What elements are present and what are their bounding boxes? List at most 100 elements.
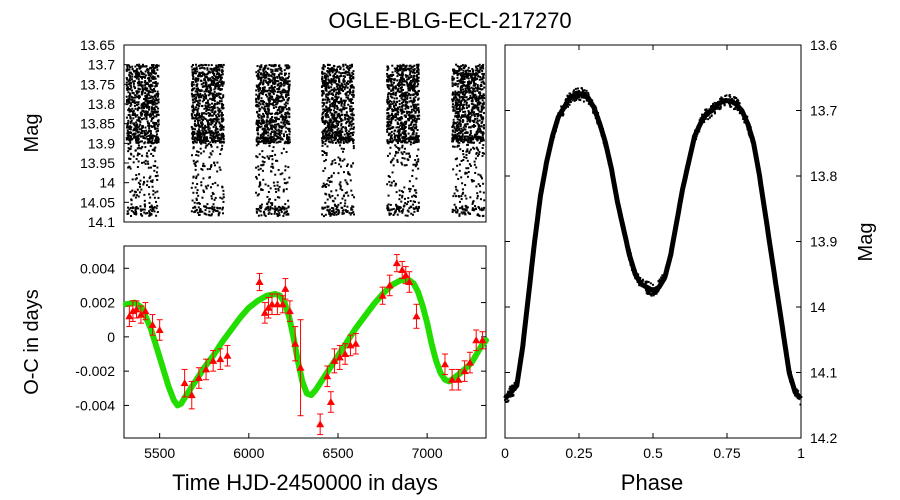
lightcurve-point bbox=[284, 130, 287, 133]
lightcurve-point bbox=[471, 141, 474, 144]
lightcurve-point bbox=[340, 128, 343, 131]
lightcurve-point bbox=[207, 140, 210, 143]
lightcurve-point bbox=[156, 68, 159, 71]
lightcurve-point bbox=[255, 166, 258, 169]
lightcurve-point bbox=[155, 130, 158, 133]
lightcurve-point bbox=[132, 161, 135, 164]
lightcurve-point bbox=[416, 69, 419, 72]
lightcurve-point bbox=[131, 206, 134, 209]
lightcurve-point bbox=[352, 95, 355, 98]
lightcurve-point bbox=[145, 82, 148, 85]
lightcurve-point bbox=[469, 164, 472, 167]
lightcurve-point bbox=[386, 80, 389, 83]
lightcurve-point bbox=[128, 138, 131, 141]
lightcurve-point bbox=[269, 207, 272, 210]
lightcurve-point bbox=[198, 102, 201, 105]
lightcurve-point bbox=[346, 141, 349, 144]
lightcurve-point bbox=[129, 134, 132, 137]
lightcurve-point bbox=[323, 79, 326, 82]
lightcurve-point bbox=[407, 78, 410, 81]
lightcurve-point bbox=[481, 69, 484, 72]
lightcurve-point bbox=[346, 73, 349, 76]
lightcurve-point bbox=[417, 90, 420, 93]
lightcurve-point bbox=[259, 167, 262, 170]
lightcurve-point bbox=[400, 88, 403, 91]
lightcurve-point bbox=[146, 106, 149, 109]
lightcurve-point bbox=[278, 75, 281, 78]
lightcurve-point bbox=[259, 122, 262, 125]
lightcurve-point bbox=[259, 68, 262, 71]
lightcurve-point bbox=[414, 107, 417, 110]
lightcurve-point bbox=[209, 114, 212, 117]
lightcurve-point bbox=[342, 142, 345, 145]
lightcurve-point bbox=[412, 104, 415, 107]
lightcurve-point bbox=[203, 112, 206, 115]
lightcurve-point bbox=[149, 72, 152, 75]
lightcurve-point bbox=[201, 123, 204, 126]
lightcurve-point bbox=[282, 115, 285, 118]
lightcurve-point bbox=[204, 131, 207, 134]
lightcurve-point bbox=[284, 106, 287, 109]
lightcurve-point bbox=[276, 184, 279, 187]
lightcurve-point bbox=[478, 71, 481, 74]
lightcurve-point bbox=[390, 89, 393, 92]
lightcurve-point bbox=[351, 93, 354, 96]
lightcurve-point bbox=[193, 133, 196, 136]
lightcurve-point bbox=[331, 103, 334, 106]
lightcurve-point bbox=[325, 154, 328, 157]
lightcurve-point bbox=[266, 67, 269, 70]
lightcurve-point bbox=[192, 146, 195, 149]
lightcurve-point bbox=[324, 143, 327, 146]
lightcurve-point bbox=[192, 101, 195, 104]
lightcurve-point bbox=[200, 83, 203, 86]
lightcurve-point bbox=[209, 165, 212, 168]
lightcurve-point bbox=[149, 67, 152, 70]
lightcurve-point bbox=[399, 206, 402, 209]
lightcurve-point bbox=[327, 127, 330, 130]
lightcurve-point bbox=[349, 135, 352, 138]
lightcurve-point bbox=[217, 77, 220, 80]
lightcurve-point bbox=[220, 97, 223, 100]
lightcurve-point bbox=[345, 140, 348, 143]
lightcurve-point bbox=[217, 72, 220, 75]
lightcurve-point bbox=[286, 181, 289, 184]
lightcurve-point bbox=[192, 147, 195, 150]
lightcurve-point bbox=[153, 101, 156, 104]
lightcurve-point bbox=[131, 75, 134, 78]
lightcurve-point bbox=[391, 88, 394, 91]
lightcurve-point bbox=[221, 132, 224, 135]
lightcurve-point bbox=[414, 91, 417, 94]
lightcurve-point bbox=[137, 138, 140, 141]
lightcurve-point bbox=[209, 106, 212, 109]
lightcurve-point bbox=[482, 101, 485, 104]
lightcurve-point bbox=[412, 131, 415, 134]
lightcurve-point bbox=[409, 135, 412, 138]
lightcurve-point bbox=[331, 66, 334, 69]
lightcurve-point bbox=[157, 141, 160, 144]
lightcurve-point bbox=[403, 114, 406, 117]
lightcurve-point bbox=[149, 175, 152, 178]
lightcurve-point bbox=[193, 138, 196, 141]
lightcurve-point bbox=[143, 161, 146, 164]
lightcurve-point bbox=[256, 156, 259, 159]
lightcurve-point bbox=[335, 76, 338, 79]
lightcurve-point bbox=[347, 115, 350, 118]
lightcurve-point bbox=[199, 95, 202, 98]
lightcurve-point bbox=[276, 159, 279, 162]
lightcurve-point bbox=[322, 135, 325, 138]
lightcurve-point bbox=[335, 88, 338, 91]
lightcurve-point bbox=[325, 81, 328, 84]
lightcurve-point bbox=[212, 71, 215, 74]
lightcurve-point bbox=[469, 129, 472, 132]
lightcurve-point bbox=[386, 84, 389, 87]
lightcurve-point bbox=[265, 124, 268, 127]
lightcurve-point bbox=[454, 99, 457, 102]
lightcurve-point bbox=[417, 136, 420, 139]
lightcurve-point bbox=[456, 99, 459, 102]
lightcurve-point bbox=[261, 164, 264, 167]
lightcurve-point bbox=[328, 108, 331, 111]
lightcurve-point bbox=[271, 81, 274, 84]
lightcurve-point bbox=[405, 138, 408, 141]
lightcurve-point bbox=[210, 153, 213, 156]
lightcurve-point bbox=[142, 109, 145, 112]
